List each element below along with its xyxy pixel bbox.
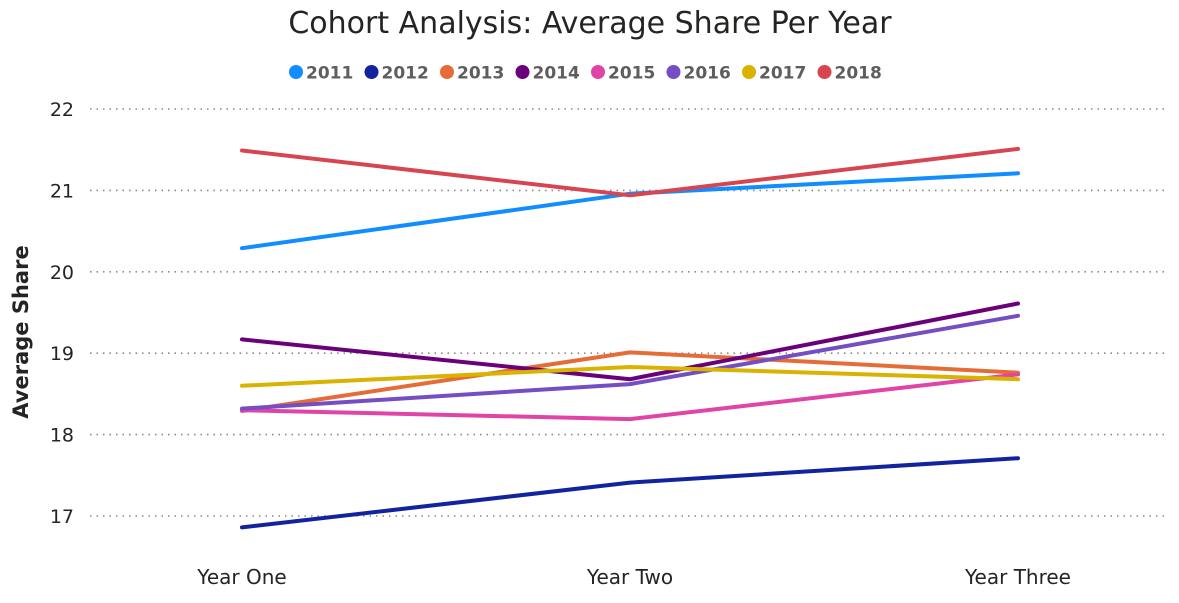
series-line-2011 [240, 171, 1020, 251]
chart-title: Cohort Analysis: Average Share Per Year [288, 6, 892, 41]
series-line-2016 [240, 313, 1020, 411]
legend-label: 2016 [684, 64, 731, 84]
legend-marker [666, 65, 681, 79]
legend-label: 2018 [835, 64, 882, 84]
legend-marker [364, 65, 379, 79]
y-tick-label: 22 [50, 99, 74, 121]
legend-label: 2017 [759, 64, 806, 84]
legend-item-2015[interactable]: 2015 [591, 64, 655, 84]
legend-item-2011[interactable]: 2011 [289, 64, 353, 84]
legend: 2011 2012 2013 2014 2015 2016 2017 2018 [289, 64, 882, 84]
y-tick-label: 21 [50, 180, 74, 202]
legend-label: 2015 [608, 64, 655, 84]
series-line-2014 [240, 301, 1020, 382]
legend-marker [515, 65, 530, 79]
y-tick-label: 18 [50, 425, 74, 447]
series-line-2013 [240, 350, 1020, 413]
legend-marker [742, 65, 756, 79]
series-line-2015 [240, 372, 1020, 422]
legend-item-2013[interactable]: 2013 [440, 64, 504, 84]
y-axis-title: Average Share [9, 245, 33, 418]
legend-label: 2011 [306, 64, 353, 84]
series-line-2018 [240, 146, 1020, 198]
legend-item-2016[interactable]: 2016 [666, 64, 731, 84]
x-category-label: Year Three [964, 565, 1071, 589]
series-line-2017 [240, 365, 1020, 388]
y-tick-label: 19 [50, 343, 74, 365]
series-lines [240, 146, 1020, 530]
legend-label: 2012 [382, 64, 429, 84]
legend-item-2012[interactable]: 2012 [364, 64, 429, 84]
gridlines [90, 108, 1168, 517]
y-tick-label: 20 [50, 262, 74, 284]
legend-marker [817, 65, 832, 79]
legend-marker [289, 65, 303, 79]
legend-label: 2014 [533, 64, 580, 84]
legend-item-2018[interactable]: 2018 [817, 64, 882, 84]
x-category-label: Year Two [586, 565, 673, 589]
x-category-label: Year One [196, 565, 286, 589]
y-tick-label: 17 [50, 506, 74, 528]
legend-marker [440, 65, 454, 79]
legend-item-2014[interactable]: 2014 [515, 64, 580, 84]
legend-item-2017[interactable]: 2017 [742, 64, 806, 84]
legend-label: 2013 [457, 64, 504, 84]
x-axis-categories: Year One Year Two Year Three [196, 565, 1071, 589]
series-line-2012 [240, 456, 1020, 530]
legend-marker [591, 65, 605, 79]
y-axis-ticks: 17 18 19 20 21 22 [50, 99, 74, 528]
